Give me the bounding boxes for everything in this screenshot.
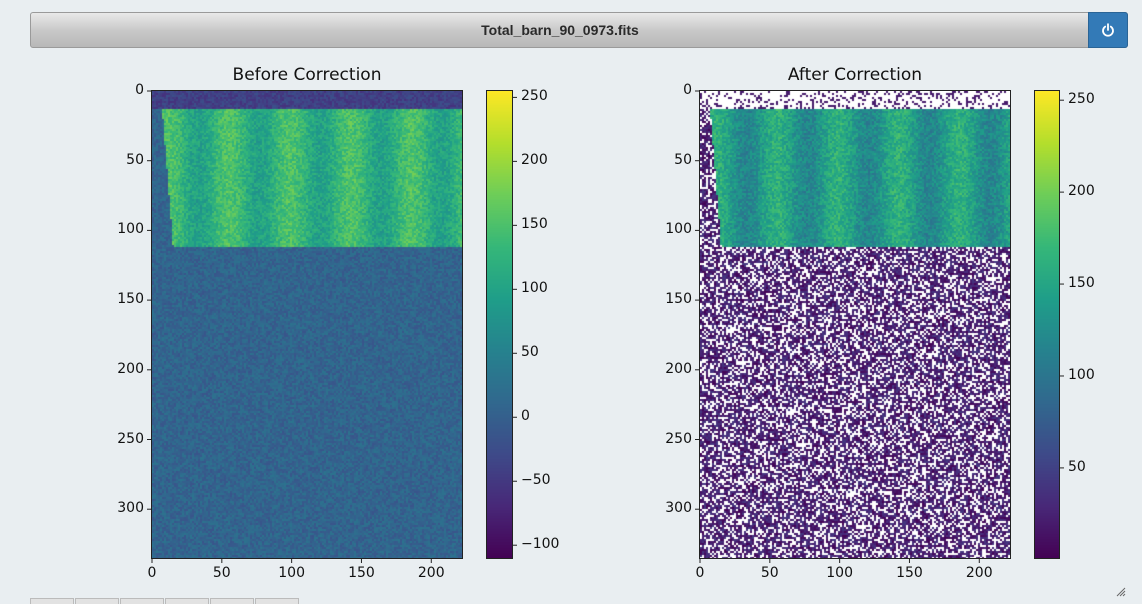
colorbar [1035, 91, 1059, 558]
y-tick-label: 100 [652, 221, 692, 237]
colorbar-tick-label: 200 [1068, 183, 1095, 199]
x-tick-label: 150 [889, 565, 929, 581]
heatmap-image [152, 91, 462, 558]
bottom-tab[interactable] [210, 598, 254, 604]
bottom-tab[interactable] [165, 598, 209, 604]
y-tick-label: 0 [652, 82, 692, 98]
power-button[interactable] [1088, 12, 1128, 48]
y-tick-label: 150 [652, 291, 692, 307]
y-tick-label: 0 [104, 82, 144, 98]
colorbar-tick-label: 200 [521, 152, 548, 168]
window-title: Total_barn_90_0973.fits [31, 13, 1089, 47]
plot-title: Before Correction [152, 65, 462, 85]
x-tick-label: 50 [750, 565, 790, 581]
y-tick-label: 250 [104, 431, 144, 447]
bottom-tab[interactable] [75, 598, 119, 604]
x-tick-label: 100 [820, 565, 860, 581]
colorbar-tick-label: 250 [1068, 91, 1095, 107]
x-tick-label: 0 [680, 565, 720, 581]
heatmap-image [700, 91, 1010, 558]
x-tick-label: 100 [272, 565, 312, 581]
resize-grip-icon[interactable] [1114, 585, 1126, 597]
y-tick-label: 100 [104, 221, 144, 237]
colorbar-tick-label: 100 [521, 280, 548, 296]
x-tick-label: 150 [341, 565, 381, 581]
y-tick-label: 50 [104, 152, 144, 168]
window-titlebar: Total_barn_90_0973.fits [30, 12, 1128, 48]
colorbar-tick-label: −50 [521, 472, 551, 488]
plot-title: After Correction [700, 65, 1010, 85]
y-tick-label: 300 [652, 500, 692, 516]
y-tick-label: 50 [652, 152, 692, 168]
bottom-tab[interactable] [255, 598, 299, 604]
y-tick-label: 150 [104, 291, 144, 307]
colorbar-tick-label: 150 [1068, 275, 1095, 291]
y-tick-label: 200 [652, 361, 692, 377]
bottom-tab-strip [30, 598, 300, 604]
colorbar-tick-label: 250 [521, 88, 548, 104]
colorbar [487, 91, 512, 558]
power-icon [1101, 23, 1115, 37]
y-tick-label: 200 [104, 361, 144, 377]
x-tick-label: 200 [959, 565, 999, 581]
bottom-tab[interactable] [120, 598, 164, 604]
y-tick-label: 250 [652, 431, 692, 447]
colorbar-tick-label: −100 [521, 536, 559, 552]
colorbar-tick-label: 150 [521, 216, 548, 232]
x-tick-label: 0 [132, 565, 172, 581]
colorbar-tick-label: 50 [521, 344, 539, 360]
x-tick-label: 200 [411, 565, 451, 581]
colorbar-tick-label: 0 [521, 408, 530, 424]
colorbar-tick-label: 50 [1068, 459, 1086, 475]
bottom-tab[interactable] [30, 598, 74, 604]
colorbar-tick-label: 100 [1068, 367, 1095, 383]
x-tick-label: 50 [202, 565, 242, 581]
y-tick-label: 300 [104, 500, 144, 516]
